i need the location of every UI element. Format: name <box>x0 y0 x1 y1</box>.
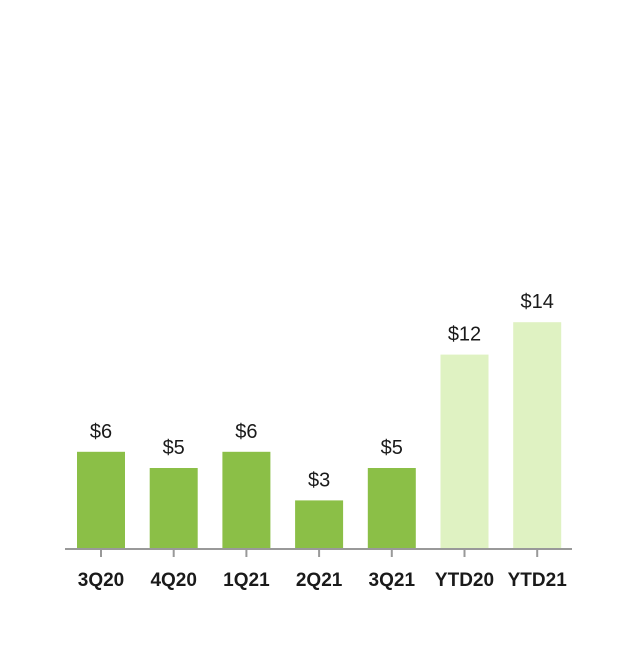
value-label-1q21: $6 <box>235 421 257 443</box>
value-label-3q20: $6 <box>90 421 112 443</box>
value-label-3q21: $5 <box>381 437 403 459</box>
value-label-4q20: $5 <box>163 437 185 459</box>
bar-ytd20 <box>440 354 489 549</box>
x-tick-label-3q21: 3Q21 <box>369 570 416 591</box>
x-axis-ticks-group <box>100 549 539 557</box>
bar-ytd21 <box>513 322 562 549</box>
x-tick-label-4q20: 4Q20 <box>150 570 196 591</box>
bars-group <box>77 322 562 549</box>
value-labels-group: $6 $5 $6 $3 $5 $12 $14 <box>90 291 554 491</box>
bar-4q20 <box>149 468 198 549</box>
x-tick-label-2q21: 2Q21 <box>296 570 343 591</box>
x-tick-label-1q21: 1Q21 <box>223 570 270 591</box>
x-tick-label-ytd21: YTD21 <box>508 570 568 591</box>
bar-1q21 <box>222 451 271 549</box>
bar-3q20 <box>77 451 125 549</box>
value-label-ytd21: $14 <box>521 291 554 313</box>
x-tick-label-ytd20: YTD20 <box>435 570 494 591</box>
bar-3q21 <box>367 468 416 549</box>
bar-2q21 <box>295 500 344 549</box>
value-label-ytd20: $12 <box>448 324 481 346</box>
category-labels-group: 3Q20 4Q20 1Q21 2Q21 3Q21 YTD20 YTD21 <box>78 570 567 591</box>
value-label-2q21: $3 <box>308 469 330 491</box>
x-tick-label-3q20: 3Q20 <box>78 570 124 591</box>
